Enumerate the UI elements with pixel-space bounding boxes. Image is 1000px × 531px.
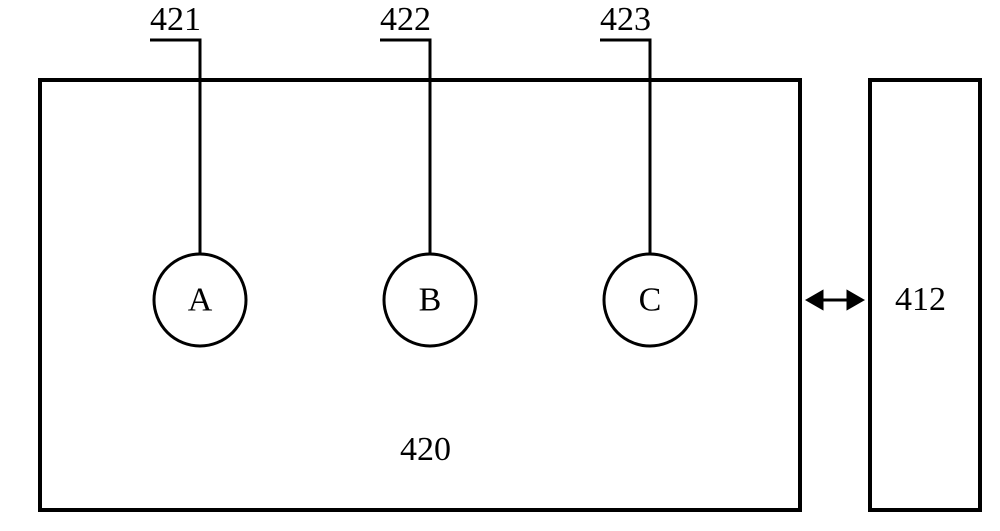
right-box-label: 412	[895, 281, 946, 318]
callout-423-label: 423	[600, 1, 651, 38]
callout-422-line	[380, 40, 430, 254]
callout-421-label: 421	[150, 1, 201, 38]
node-b-label: B	[419, 282, 442, 319]
node-a-label: A	[188, 282, 213, 319]
main-box-label: 420	[400, 431, 451, 468]
callout-423-line	[600, 40, 650, 254]
callout-422-label: 422	[380, 1, 431, 38]
double-arrow-icon	[808, 292, 862, 308]
node-c-label: C	[639, 282, 662, 319]
callout-421-line	[150, 40, 200, 254]
